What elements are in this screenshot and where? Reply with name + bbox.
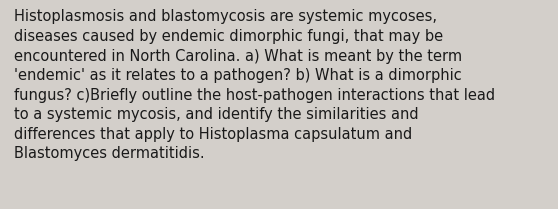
Text: Histoplasmosis and blastomycosis are systemic mycoses,
diseases caused by endemi: Histoplasmosis and blastomycosis are sys… xyxy=(14,9,495,161)
